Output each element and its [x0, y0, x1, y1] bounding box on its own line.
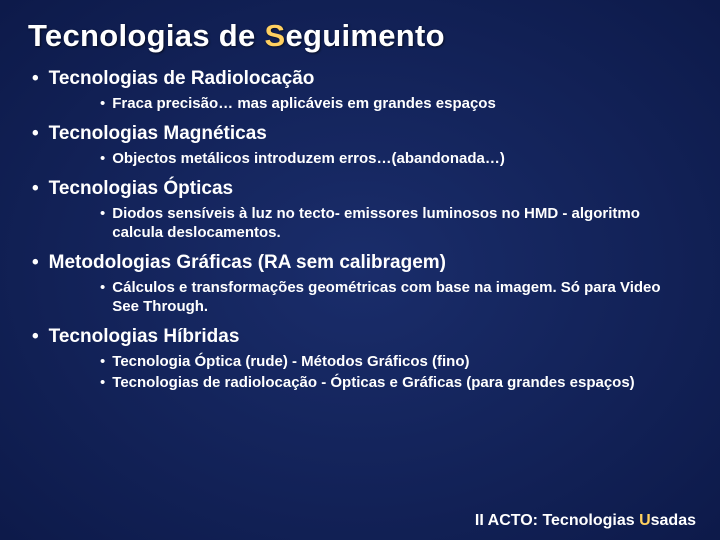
sub-bullet-text: Tecnologias de radiolocação - Ópticas e … [112, 373, 634, 392]
footer-prefix: II ACTO: Tecnologias [475, 512, 639, 529]
section-heading: Tecnologias Híbridas [49, 326, 240, 348]
footer: II ACTO: Tecnologias Usadas [475, 512, 696, 530]
sub-bullet: • Objectos metálicos introduzem erros…(ab… [100, 149, 692, 168]
footer-accent: U [639, 512, 651, 529]
sub-bullet-text: Objectos metálicos introduzem erros…(aba… [112, 149, 505, 168]
sub-bullet-text: Cálculos e transformações geométricas co… [112, 278, 672, 316]
sub-list: • Fraca precisão… mas aplicáveis em grand… [100, 94, 692, 113]
section-heading: Tecnologias de Radiolocação [49, 68, 315, 90]
sub-list: • Cálculos e transformações geométricas c… [100, 278, 692, 316]
section: • Metodologias Gráficas (RA sem calibrage… [28, 252, 692, 316]
section: • Tecnologias Ópticas • Diodos sensíveis à … [28, 178, 692, 242]
sub-list: • Tecnologia Óptica (rude) - Métodos Gráf… [100, 352, 692, 392]
sub-list: • Objectos metálicos introduzem erros…(ab… [100, 149, 692, 168]
sub-bullet: • Tecnologia Óptica (rude) - Métodos Gráf… [100, 352, 692, 371]
section: • Tecnologias Híbridas • Tecnologia Óptica … [28, 326, 692, 392]
title-prefix: Tecnologias de [28, 18, 264, 53]
bullet-dot-icon: • [100, 278, 105, 297]
slide: Tecnologias de Seguimento • Tecnologias d… [0, 0, 720, 540]
bullet-dot-icon: • [32, 68, 39, 90]
sub-bullet-text: Diodos sensíveis à luz no tecto- emissor… [112, 204, 672, 242]
main-bullet: • Tecnologias Magnéticas [28, 123, 692, 145]
section-heading: Metodologias Gráficas (RA sem calibragem… [49, 252, 446, 274]
bullet-dot-icon: • [32, 123, 39, 145]
slide-title: Tecnologias de Seguimento [28, 18, 692, 54]
bullet-dot-icon: • [100, 149, 105, 168]
sections-container: • Tecnologias de Radiolocação • Fraca preci… [28, 68, 692, 392]
sub-bullet: • Cálculos e transformações geométricas c… [100, 278, 692, 316]
bullet-dot-icon: • [100, 373, 105, 392]
bullet-dot-icon: • [32, 326, 39, 348]
sub-bullet: • Tecnologias de radiolocação - Ópticas e… [100, 373, 692, 392]
sub-bullet-text: Fraca precisão… mas aplicáveis em grande… [112, 94, 496, 113]
main-bullet: • Tecnologias de Radiolocação [28, 68, 692, 90]
title-accent: S [264, 18, 285, 53]
main-bullet: • Metodologias Gráficas (RA sem calibrage… [28, 252, 692, 274]
section: • Tecnologias de Radiolocação • Fraca preci… [28, 68, 692, 113]
title-rest: eguimento [285, 18, 444, 53]
section: • Tecnologias Magnéticas • Objectos metálic… [28, 123, 692, 168]
bullet-dot-icon: • [32, 252, 39, 274]
section-heading: Tecnologias Ópticas [49, 178, 233, 200]
sub-bullet-text: Tecnologia Óptica (rude) - Métodos Gráfi… [112, 352, 469, 371]
bullet-dot-icon: • [100, 352, 105, 371]
main-bullet: • Tecnologias Ópticas [28, 178, 692, 200]
sub-list: • Diodos sensíveis à luz no tecto- emisso… [100, 204, 692, 242]
sub-bullet: • Fraca precisão… mas aplicáveis em grand… [100, 94, 692, 113]
footer-rest: sadas [651, 512, 696, 529]
sub-bullet: • Diodos sensíveis à luz no tecto- emisso… [100, 204, 692, 242]
section-heading: Tecnologias Magnéticas [49, 123, 267, 145]
bullet-dot-icon: • [100, 94, 105, 113]
main-bullet: • Tecnologias Híbridas [28, 326, 692, 348]
bullet-dot-icon: • [100, 204, 105, 223]
bullet-dot-icon: • [32, 178, 39, 200]
